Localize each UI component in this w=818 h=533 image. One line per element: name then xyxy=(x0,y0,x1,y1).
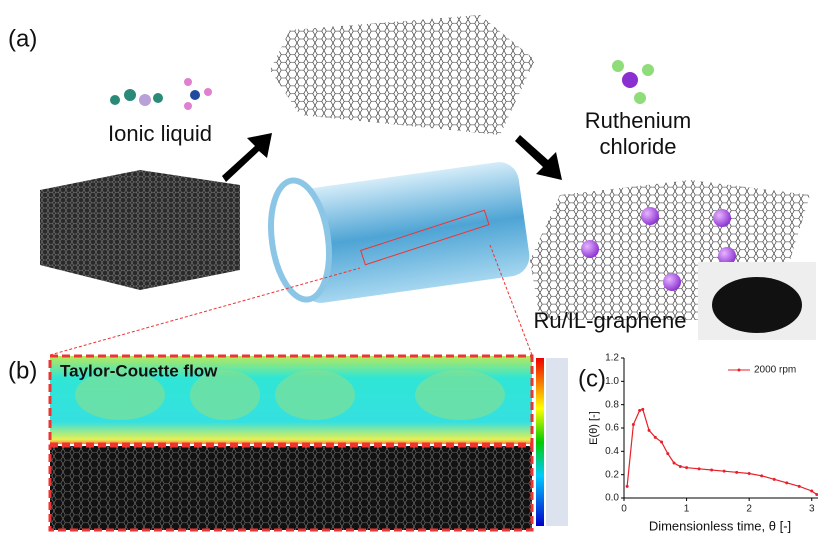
x-tick-label: 0 xyxy=(621,504,627,515)
arrow xyxy=(515,135,562,180)
label: chloride xyxy=(599,134,676,159)
vector-map xyxy=(50,446,532,530)
y-tick-label: 0.8 xyxy=(605,399,619,410)
y-tick-label: 0.4 xyxy=(605,446,619,457)
data-point xyxy=(810,490,813,493)
panel-label: (c) xyxy=(578,365,606,392)
data-point xyxy=(748,472,751,475)
label: Ruthenium xyxy=(585,108,691,133)
data-point xyxy=(679,465,682,468)
figure: (a) Ionic liquid Ruthenium chloride Ru/I… xyxy=(0,0,818,533)
y-tick-label: 1.0 xyxy=(605,376,619,387)
ru-particle xyxy=(663,273,681,291)
label: Ionic liquid xyxy=(108,121,212,146)
graphite-block xyxy=(40,170,240,290)
flow-title: Taylor-Couette flow xyxy=(60,361,218,380)
data-point xyxy=(648,429,651,432)
panel-label: (b) xyxy=(8,357,37,384)
data-point xyxy=(723,470,726,473)
y-axis-label: E(θ) [-] xyxy=(588,411,600,445)
x-tick-label: 2 xyxy=(746,504,752,515)
data-point xyxy=(641,408,644,411)
y-tick-label: 0.0 xyxy=(605,493,619,504)
label: Ru/IL-graphene xyxy=(534,308,687,333)
y-tick-label: 0.6 xyxy=(605,423,619,434)
ru-particle xyxy=(713,209,731,227)
colorbar-scale xyxy=(546,358,568,526)
data-point xyxy=(798,485,801,488)
data-point xyxy=(685,466,688,469)
legend-label: 2000 rpm xyxy=(754,365,796,376)
data-point xyxy=(785,481,788,484)
data-point xyxy=(760,474,763,477)
arrow xyxy=(222,133,272,182)
legend-marker xyxy=(738,369,741,372)
data-point xyxy=(710,469,713,472)
data-point xyxy=(638,409,641,412)
data-point xyxy=(666,452,669,455)
graphene-sheet xyxy=(270,15,535,135)
x-tick-label: 3 xyxy=(809,504,815,515)
x-axis-label: Dimensionless time, θ [-] xyxy=(649,518,791,533)
data-point xyxy=(673,462,676,465)
data-point xyxy=(632,423,635,426)
chart: 0.0 0.2 0.4 0.6 0.8 1.0 1.2 0 1 2 3 Dimensionless t… xyxy=(588,353,818,533)
data-point xyxy=(626,485,629,488)
panel-label: (a) xyxy=(8,25,37,52)
powder xyxy=(712,277,802,333)
ru-particle xyxy=(581,240,599,258)
ru-particle xyxy=(641,207,659,225)
data-point xyxy=(698,467,701,470)
x-tick-label: 1 xyxy=(684,504,690,515)
y-tick-label: 0.2 xyxy=(605,469,619,480)
reactor xyxy=(264,160,532,306)
colorbar xyxy=(536,358,544,526)
series-line xyxy=(627,409,817,494)
data-point xyxy=(773,478,776,481)
y-tick-label: 1.2 xyxy=(605,353,619,364)
data-point xyxy=(735,471,738,474)
data-point xyxy=(660,441,663,444)
data-point xyxy=(654,436,657,439)
